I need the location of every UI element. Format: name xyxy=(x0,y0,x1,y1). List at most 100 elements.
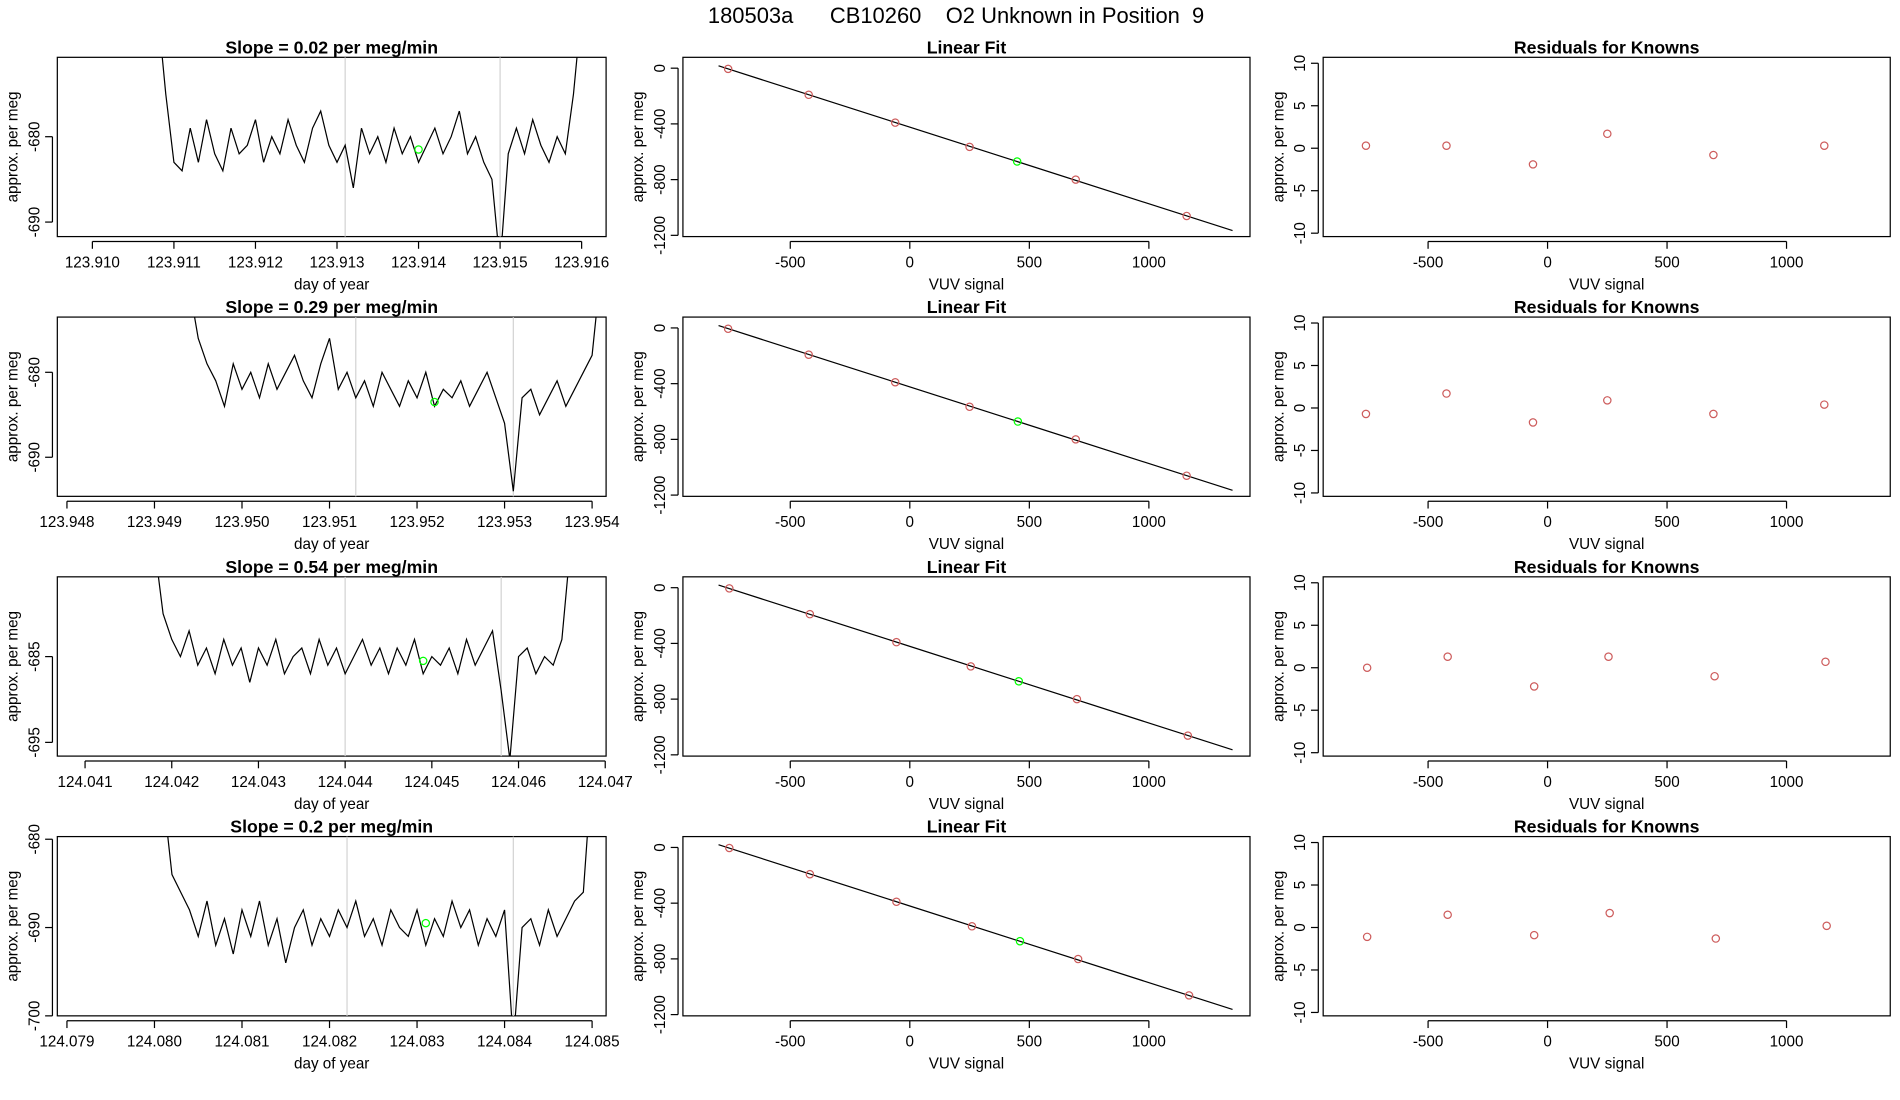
x-tick-label: -500 xyxy=(775,514,806,531)
y-axis-label: approx. per meg xyxy=(1270,351,1287,462)
y-tick-label: 0 xyxy=(652,583,669,591)
y-tick-label: -700 xyxy=(26,1001,43,1032)
figure-title: 180503a CB10260 O2 Unknown in Position 9 xyxy=(708,3,1204,28)
y-tick-label: -690 xyxy=(26,207,43,238)
data-point xyxy=(966,662,976,671)
data-line xyxy=(167,836,588,1016)
x-tick-label: -500 xyxy=(1413,774,1444,791)
x-axis-label: VUV signal xyxy=(1569,536,1644,553)
x-axis-label: VUV signal xyxy=(1569,796,1644,813)
x-tick-label: 1000 xyxy=(1770,514,1804,531)
x-tick-label: 1000 xyxy=(1132,1034,1166,1051)
panel: Slope = 0.02 per meg/min 123.910 123.911 12… xyxy=(4,37,609,293)
y-axis-label: approx. per meg xyxy=(4,871,21,982)
data-point xyxy=(1443,910,1452,920)
x-axis-label: day of year xyxy=(294,796,369,813)
y-tick-label: -400 xyxy=(652,628,669,659)
x-tick-label: 1000 xyxy=(1770,254,1804,271)
plot-frame xyxy=(682,576,1251,757)
x-tick-label: 124.079 xyxy=(39,1034,94,1051)
y-axis-label: approx. per meg xyxy=(1270,91,1287,202)
x-axis-label: day of year xyxy=(294,536,369,553)
y-tick-label: -1200 xyxy=(652,735,669,774)
x-tick-label: -500 xyxy=(775,254,806,271)
data-point xyxy=(723,324,733,334)
y-tick-label: 0 xyxy=(1292,404,1309,412)
y-axis-label: approx. per meg xyxy=(4,611,21,722)
y-axis-label: approx. per meg xyxy=(630,871,647,982)
y-tick-label: -400 xyxy=(652,368,669,399)
panel-title: Linear Fit xyxy=(927,817,1007,837)
y-tick-label: -685 xyxy=(26,641,43,672)
highlight-point xyxy=(414,145,423,154)
fit-line xyxy=(718,65,1233,232)
x-tick-label: 123.954 xyxy=(565,514,621,531)
data-point xyxy=(1361,409,1371,419)
plot-frame xyxy=(56,576,607,757)
y-tick-label: 0 xyxy=(1292,923,1309,931)
highlight-point xyxy=(1014,677,1024,686)
data-point xyxy=(1071,175,1080,184)
highlight-point xyxy=(421,918,431,928)
panel-title: Residuals for Knowns xyxy=(1514,297,1700,317)
panel-title: Slope = 0.02 per meg/min xyxy=(225,37,438,57)
y-tick-label: -5 xyxy=(1292,703,1309,717)
x-axis-label: day of year xyxy=(294,276,369,293)
x-tick-label: 124.082 xyxy=(302,1034,357,1051)
panel-title: Residuals for Knowns xyxy=(1514,817,1700,837)
panel: Linear Fit -500 0 500 1000 0 -400 -800 -1200 VUV … xyxy=(630,297,1251,553)
panel-title: Residuals for Knowns xyxy=(1514,37,1700,57)
y-tick-label: 0 xyxy=(1292,663,1309,671)
data-point xyxy=(1603,129,1612,139)
data-point xyxy=(890,118,900,127)
data-point xyxy=(1442,389,1451,398)
x-tick-label: 0 xyxy=(906,774,914,791)
x-tick-label: 124.085 xyxy=(565,1034,620,1051)
y-tick-label: -5 xyxy=(1292,963,1309,977)
x-tick-label: 124.041 xyxy=(58,774,113,791)
y-tick-label: -680 xyxy=(26,121,43,151)
y-tick-label: -5 xyxy=(1292,184,1309,198)
x-axis-label: VUV signal xyxy=(1569,1056,1644,1073)
y-tick-label: -1200 xyxy=(652,476,669,515)
data-point xyxy=(1529,682,1539,691)
y-tick-label: -800 xyxy=(652,944,669,975)
x-tick-label: 500 xyxy=(1654,1034,1679,1051)
x-tick-label: 1000 xyxy=(1132,514,1166,531)
data-point xyxy=(805,869,815,879)
plot-frame xyxy=(1322,316,1891,497)
x-tick-label: 124.044 xyxy=(318,774,374,791)
x-tick-label: 124.042 xyxy=(144,774,199,791)
y-tick-label: -1200 xyxy=(652,995,669,1034)
plot-frame xyxy=(682,56,1251,238)
highlight-point xyxy=(430,397,439,407)
y-tick-label: -680 xyxy=(26,357,43,388)
y-tick-label: -800 xyxy=(652,164,669,195)
y-tick-label: -5 xyxy=(1292,444,1309,458)
data-point xyxy=(1362,932,1372,942)
data-point xyxy=(1822,921,1831,931)
y-tick-label: 0 xyxy=(652,64,669,72)
panel: Residuals for Knowns -500 0 500 1000 -10 -5 0 5 1… xyxy=(1270,297,1891,553)
x-tick-label: 500 xyxy=(1654,254,1679,271)
x-tick-label: -500 xyxy=(1413,514,1444,531)
x-axis-label: VUV signal xyxy=(1569,276,1644,293)
data-point xyxy=(1184,991,1194,1000)
data-line xyxy=(157,576,569,757)
data-point xyxy=(1362,663,1372,673)
data-point xyxy=(1711,934,1721,943)
panel: Residuals for Knowns -500 0 500 1000 -10 -5 0 5 1… xyxy=(1270,37,1891,293)
panel-title: Slope = 0.54 per meg/min xyxy=(225,557,438,577)
plot-frame xyxy=(56,56,607,238)
x-axis-label: VUV signal xyxy=(929,796,1004,813)
y-tick-label: -695 xyxy=(26,727,43,758)
x-tick-label: -500 xyxy=(775,1034,806,1051)
y-tick-label: -690 xyxy=(26,442,43,473)
plot-frame xyxy=(1322,835,1891,1017)
y-tick-label: -800 xyxy=(652,424,669,455)
y-axis-label: approx. per meg xyxy=(630,91,647,202)
data-point xyxy=(890,377,900,387)
data-point xyxy=(1710,671,1719,681)
y-axis-label: approx. per meg xyxy=(4,91,21,202)
